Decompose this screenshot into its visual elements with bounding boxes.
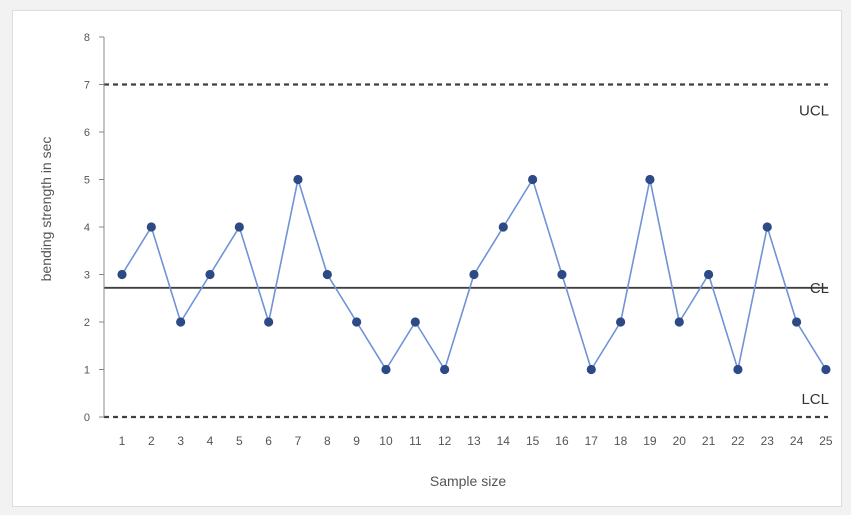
x-tick-label: 8 <box>324 434 331 448</box>
data-point <box>322 269 332 280</box>
data-point <box>645 174 655 185</box>
data-point <box>264 317 274 327</box>
data-point <box>762 222 772 232</box>
data-point <box>469 269 479 280</box>
data-point <box>234 222 244 232</box>
x-tick-label: 18 <box>614 434 628 448</box>
x-tick-label: 1 <box>119 434 126 448</box>
x-tick-label: 21 <box>702 434 716 448</box>
data-point <box>616 317 626 327</box>
x-tick-label: 25 <box>819 434 833 448</box>
y-tick-label: 7 <box>84 80 90 92</box>
x-tick-label: 22 <box>731 434 745 448</box>
y-tick-label: 6 <box>84 127 90 139</box>
x-tick-label: 14 <box>497 434 511 448</box>
x-tick-label: 11 <box>409 434 422 448</box>
x-tick-label: 12 <box>438 434 452 448</box>
x-tick-label: 16 <box>555 434 569 448</box>
x-tick-label: 15 <box>526 434 540 448</box>
data-point <box>117 269 127 280</box>
x-tick-label: 17 <box>585 434 599 448</box>
data-point <box>146 222 156 232</box>
y-tick-label: 2 <box>84 317 90 329</box>
data-point <box>733 364 743 375</box>
x-tick-label: 6 <box>265 434 272 448</box>
data-point <box>410 317 420 327</box>
x-tick-label: 20 <box>673 434 687 448</box>
y-tick-label: 0 <box>84 412 90 424</box>
data-point <box>352 317 362 327</box>
y-axis-label: bending strength in sec <box>38 137 54 282</box>
x-tick-label: 7 <box>295 434 302 448</box>
data-point <box>440 364 450 375</box>
control-label-ucl: UCL <box>799 103 829 120</box>
x-tick-label: 10 <box>379 434 393 448</box>
x-tick-label: 2 <box>148 434 155 448</box>
control-label-cl: CL <box>810 280 829 297</box>
x-tick-label: 9 <box>353 434 360 448</box>
y-tick-label: 3 <box>84 270 90 282</box>
data-point <box>704 269 714 280</box>
y-tick-label: 1 <box>84 365 90 377</box>
data-point <box>557 269 567 280</box>
data-point <box>586 364 596 375</box>
data-point <box>381 364 391 375</box>
x-axis-label: Sample size <box>430 473 506 489</box>
x-tick-label: 13 <box>467 434 481 448</box>
data-point <box>293 174 303 185</box>
data-point <box>528 174 538 185</box>
data-point <box>791 317 802 327</box>
x-tick-label: 5 <box>236 434 243 448</box>
control-label-lcl: LCL <box>801 391 829 408</box>
data-point <box>821 364 831 375</box>
y-tick-label: 8 <box>84 32 90 44</box>
x-tick-label: 24 <box>790 434 804 448</box>
y-tick-label: 4 <box>84 222 90 234</box>
chart-frame: 0 1 2 3 4 5 6 7 8 1 2 3 4 5 6 7 8 9 10 11 12 13 14 15 16 17 18 19 20… <box>12 10 842 507</box>
x-tick-label: 3 <box>177 434 184 448</box>
data-point <box>176 317 186 327</box>
data-point <box>498 222 508 232</box>
x-tick-label: 23 <box>761 434 775 448</box>
x-tick-label: 19 <box>643 434 657 448</box>
data-point <box>674 317 684 327</box>
y-tick-label: 5 <box>84 175 90 187</box>
x-tick-label: 4 <box>207 434 214 448</box>
data-point <box>205 269 215 280</box>
